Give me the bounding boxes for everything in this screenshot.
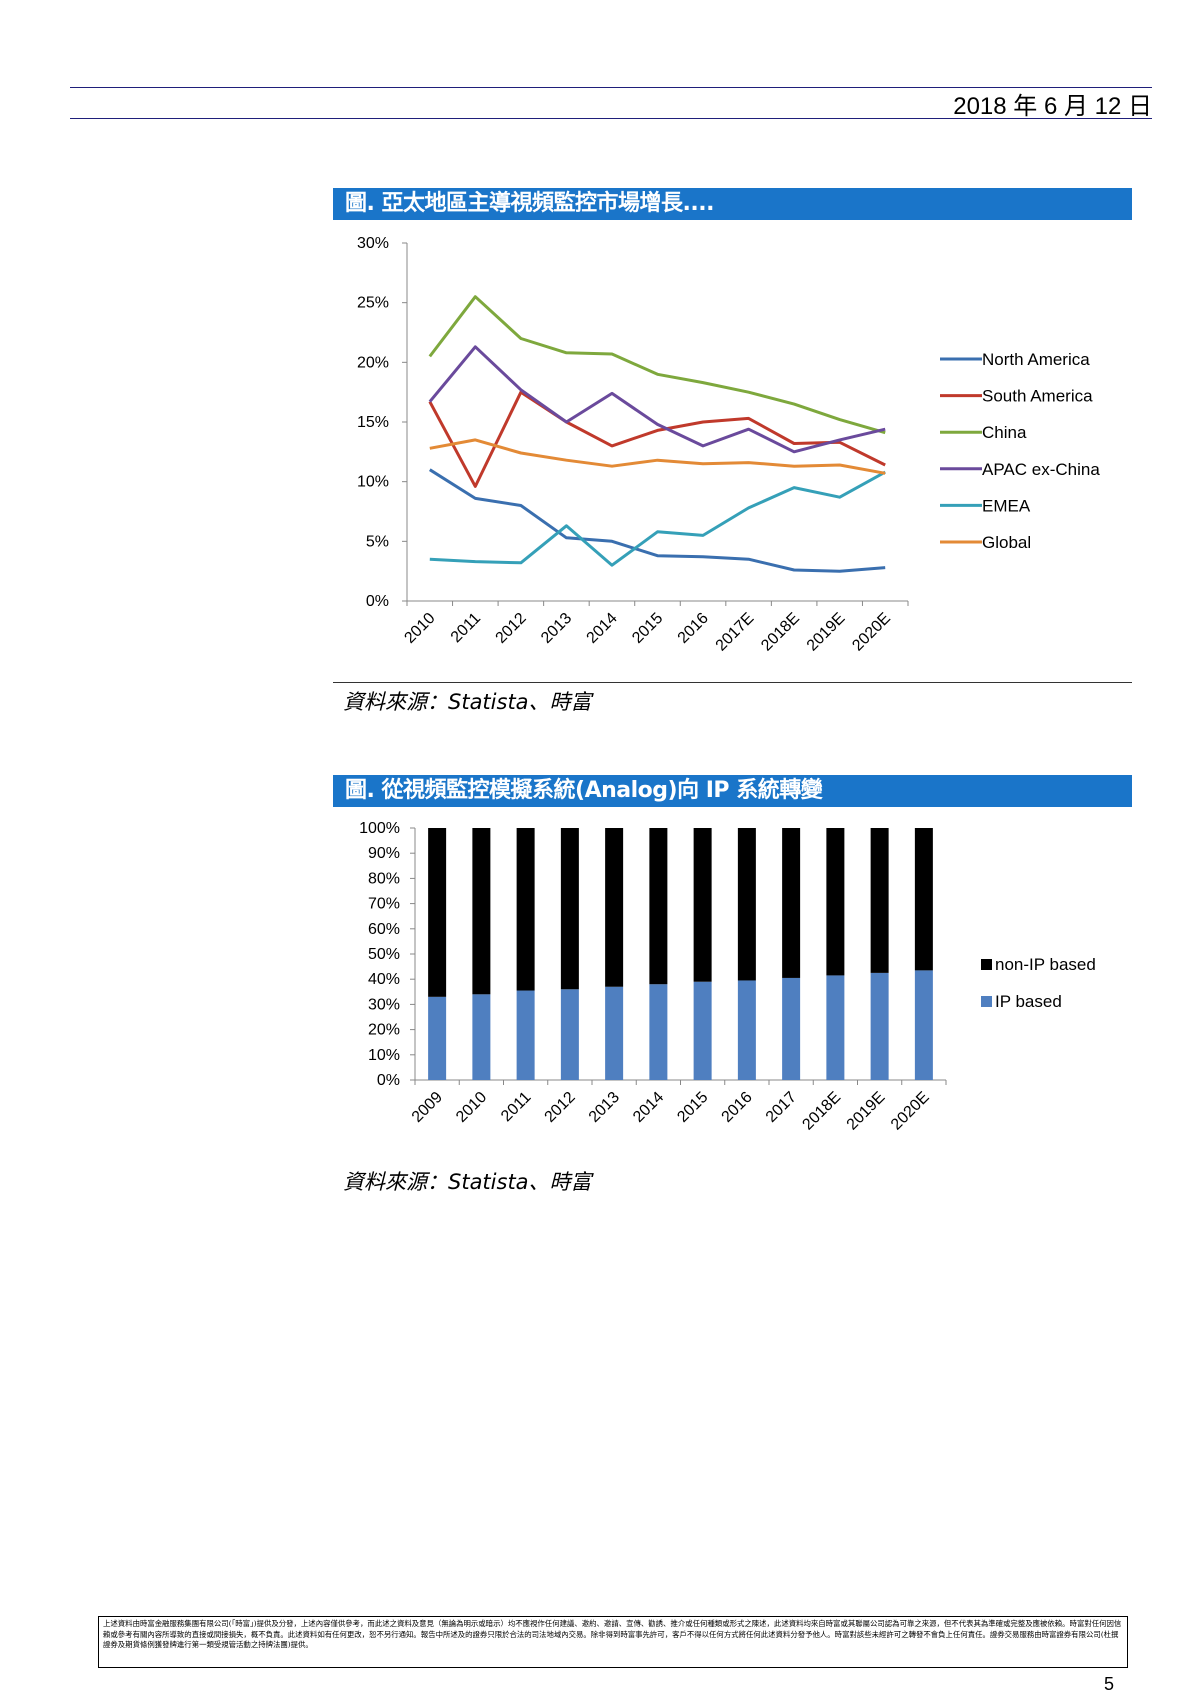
bar-ip-based	[516, 990, 535, 1080]
x-tick-label: 2012	[493, 610, 530, 647]
series-line-south-america	[428, 390, 886, 488]
series-line-global	[429, 438, 886, 475]
stacked-bar-chart: 0%10%20%30%40%50%60%70%80%90%100%2009 201…	[359, 820, 1096, 1134]
figure1-source: 資料來源：Statista、時富	[343, 690, 592, 714]
y-tick-label: 50%	[368, 946, 400, 963]
page-number: 5	[1104, 1674, 1115, 1694]
bar-non-ip-based	[560, 828, 579, 990]
x-tick-label: 2018E	[799, 1089, 844, 1134]
bar-ip-based	[826, 975, 845, 1080]
y-tick-label: 30%	[368, 996, 400, 1013]
y-tick-label: 5%	[366, 533, 389, 550]
bar-ip-based	[870, 972, 889, 1080]
legend-label: South America	[982, 387, 1093, 406]
line-chart: 0%5%10%15%20%25%30%2010 2011 2012 2013 2014 2…	[357, 235, 1100, 655]
x-tick-label: 2020E	[888, 1089, 933, 1134]
y-tick-label: 60%	[368, 921, 400, 938]
x-tick-label: 2010	[401, 610, 438, 647]
legend-label: non-IP based	[995, 955, 1096, 974]
figure2-source: 資料來源：Statista、時富	[343, 1170, 592, 1194]
report-date: 2018 年 6 月 12 日	[953, 93, 1152, 120]
x-tick-label: 2016	[675, 610, 712, 647]
header-rule-top	[70, 87, 1152, 88]
x-tick-label: 2020E	[849, 610, 894, 655]
y-tick-label: 0%	[366, 593, 389, 610]
y-tick-label: 80%	[368, 870, 400, 887]
legend-label: Global	[982, 533, 1031, 552]
legend-label: APAC ex-China	[982, 460, 1100, 479]
x-tick-label: 2018E	[758, 610, 803, 655]
bar-non-ip-based	[737, 828, 756, 981]
y-tick-label: 0%	[377, 1072, 400, 1089]
bar-non-ip-based	[649, 828, 668, 985]
y-tick-label: 25%	[357, 295, 389, 312]
x-tick-label: 2009	[409, 1089, 446, 1126]
y-tick-label: 30%	[357, 235, 389, 252]
bar-non-ip-based	[472, 828, 491, 995]
legend-label: EMEA	[982, 496, 1031, 515]
x-tick-label: 2016	[719, 1089, 756, 1126]
x-tick-label: 2011	[448, 610, 484, 646]
y-tick-label: 10%	[357, 474, 389, 491]
bar-ip-based	[914, 970, 933, 1080]
bar-non-ip-based	[914, 828, 933, 971]
y-tick-label: 90%	[368, 845, 400, 862]
x-tick-label: 2019E	[804, 610, 849, 655]
bar-ip-based	[472, 994, 491, 1080]
bar-ip-based	[782, 977, 801, 1080]
figure2-title: 圖. 從視頻監控模擬系統(Analog)向 IP 系統轉變	[333, 775, 1132, 807]
x-tick-label: 2014	[630, 1089, 667, 1126]
x-tick-label: 2017	[763, 1089, 800, 1126]
bar-non-ip-based	[516, 828, 535, 991]
bar-non-ip-based	[693, 828, 712, 982]
legend-label: China	[982, 423, 1027, 442]
legend-swatch	[981, 959, 992, 970]
y-tick-label: 20%	[368, 1022, 400, 1039]
y-tick-label: 15%	[357, 414, 389, 431]
x-tick-label: 2011	[498, 1089, 534, 1125]
series-line-china	[428, 295, 886, 435]
figure1-title: 圖. 亞太地區主導視頻監控市場增長....	[333, 188, 1132, 220]
bar-non-ip-based	[826, 828, 845, 976]
bar-ip-based	[560, 989, 579, 1080]
y-tick-label: 100%	[359, 820, 400, 837]
bar-ip-based	[649, 984, 668, 1080]
bar-ip-based	[428, 996, 447, 1080]
x-tick-label: 2014	[584, 610, 621, 647]
disclaimer: 上述資料由時富金融服務集團有限公司(「時富」)提供及分發，上述內容僅供參考，而此…	[98, 1616, 1128, 1668]
x-tick-label: 2013	[538, 610, 575, 647]
legend-label: IP based	[995, 992, 1062, 1011]
x-tick-label: 2010	[453, 1089, 490, 1126]
bar-ip-based	[605, 986, 624, 1080]
y-tick-label: 40%	[368, 971, 400, 988]
x-tick-label: 2012	[542, 1089, 579, 1126]
header-rule-bottom	[70, 118, 1152, 119]
bar-non-ip-based	[870, 828, 889, 973]
x-tick-label: 2019E	[844, 1089, 889, 1134]
series-line-north-america	[428, 468, 886, 573]
figure1-source-rule	[333, 682, 1132, 683]
bar-non-ip-based	[782, 828, 801, 978]
legend-swatch	[981, 996, 992, 1007]
bar-ip-based	[737, 980, 756, 1080]
legend-label: North America	[982, 350, 1090, 369]
y-tick-label: 70%	[368, 896, 400, 913]
bar-non-ip-based	[605, 828, 624, 987]
x-tick-label: 2013	[586, 1089, 623, 1126]
y-tick-label: 10%	[368, 1047, 400, 1064]
x-tick-label: 2015	[674, 1089, 711, 1126]
x-tick-label: 2017E	[713, 610, 758, 655]
series-line-emea	[429, 470, 886, 567]
bar-non-ip-based	[428, 828, 447, 997]
y-tick-label: 20%	[357, 354, 389, 371]
x-tick-label: 2015	[629, 610, 666, 647]
bar-ip-based	[693, 981, 712, 1080]
series-line-apac-ex-china	[428, 345, 886, 454]
